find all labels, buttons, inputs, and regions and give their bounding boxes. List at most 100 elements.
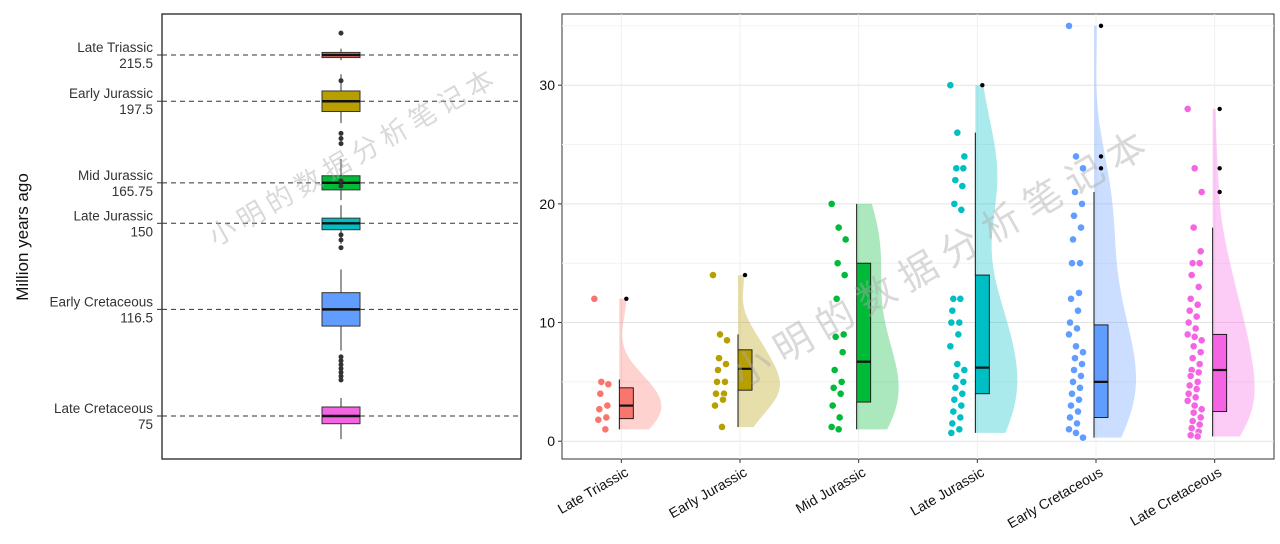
data-point (948, 306, 957, 315)
data-point (1189, 223, 1198, 232)
box-body (737, 349, 753, 391)
box-outlier-point (338, 365, 344, 371)
data-point (952, 372, 961, 380)
data-point (1188, 259, 1197, 268)
data-point (712, 389, 720, 398)
data-point (602, 413, 611, 422)
tick-label-name-mid-jurassic: Mid Jurassic (78, 168, 153, 183)
box-outlier-point (338, 354, 344, 360)
data-point (832, 294, 841, 303)
tick-label-name-late-jurassic: Late Jurassic (73, 208, 153, 223)
box-outlier-point (338, 130, 344, 136)
data-point (1079, 348, 1087, 357)
data-point (711, 401, 719, 410)
data-point (959, 377, 968, 386)
data-point (1190, 401, 1199, 410)
data-point (1196, 348, 1205, 357)
data-point (829, 383, 838, 392)
data-point (1190, 164, 1199, 173)
y-tick-label: 10 (540, 315, 555, 331)
data-point (1065, 21, 1073, 30)
data-point (955, 318, 964, 327)
tick-label-value-late-cretaceous: 75 (138, 417, 153, 432)
y-tick-label: 20 (540, 196, 555, 212)
data-point (597, 377, 606, 386)
box-outlier-point (338, 373, 344, 379)
data-point (1073, 419, 1081, 428)
data-point (1067, 294, 1075, 303)
data-point (1190, 332, 1199, 341)
data-point (723, 336, 731, 345)
box-outlier-point (338, 183, 344, 189)
data-point (954, 330, 963, 339)
data-point (1070, 366, 1078, 374)
box-body (1093, 324, 1109, 418)
box-outlier-point (1098, 23, 1104, 29)
data-point (721, 377, 729, 386)
data-point (952, 164, 961, 173)
data-point (1078, 199, 1086, 208)
data-point (1188, 354, 1197, 363)
box-outlier-point (742, 272, 748, 278)
data-point (833, 259, 842, 268)
right-raincloud-chart: 0 10 20 30 Late Triassic Early Jurassic Mid Ju… (540, 13, 1275, 531)
box-body (1212, 333, 1228, 412)
cloud-early-cretaceous (1065, 21, 1136, 442)
data-point (827, 199, 836, 208)
tick-label-value-early-jurassic: 197.5 (119, 102, 153, 117)
right-plot-border (561, 13, 1275, 460)
data-point (1184, 389, 1193, 398)
data-point (1075, 395, 1083, 404)
tick-label-value-late-triassic: 215.5 (119, 56, 153, 71)
data-point (949, 407, 958, 416)
data-point (1195, 360, 1204, 368)
box-outlier-point (980, 83, 985, 88)
data-point (958, 389, 967, 398)
y-tick-label: 30 (540, 77, 555, 93)
data-point (1079, 433, 1087, 442)
cloud-early-jurassic (709, 271, 780, 431)
box-outlier-point (338, 362, 344, 368)
data-point (1069, 377, 1077, 386)
box-outlier-point (338, 377, 344, 383)
data-point (596, 389, 605, 398)
data-point (1191, 324, 1200, 333)
data-point (713, 377, 721, 386)
data-point (1194, 283, 1203, 291)
data-point (834, 223, 843, 232)
data-point (955, 425, 964, 434)
data-point (604, 380, 613, 389)
data-point (1074, 407, 1082, 416)
data-point (1189, 342, 1198, 351)
data-point (1191, 393, 1200, 402)
data-point (1072, 152, 1080, 161)
data-point (1193, 432, 1202, 441)
data-point (1183, 330, 1192, 339)
data-point (590, 294, 599, 303)
data-point (837, 377, 846, 386)
data-point (841, 235, 850, 244)
data-point (956, 413, 965, 422)
data-point (946, 81, 955, 90)
data-point (838, 348, 847, 357)
data-point (1074, 306, 1082, 315)
box-late-jurassic (321, 205, 361, 251)
data-point (1065, 330, 1073, 339)
box-body (618, 387, 634, 420)
box-outlier-point (338, 30, 344, 36)
data-point (946, 342, 955, 351)
data-point (1077, 223, 1085, 232)
y-tick-label: 0 (547, 433, 555, 449)
data-point (839, 330, 848, 339)
data-point (1197, 188, 1206, 196)
cloud-mid-jurassic (827, 199, 899, 434)
box-outlier-point (1098, 154, 1104, 159)
data-point (1072, 428, 1080, 437)
data-point (603, 401, 612, 410)
data-point (1193, 300, 1202, 309)
data-point (1065, 425, 1073, 434)
cloud-late-jurassic (946, 81, 1018, 437)
data-point (1073, 324, 1081, 333)
data-point (949, 294, 958, 303)
